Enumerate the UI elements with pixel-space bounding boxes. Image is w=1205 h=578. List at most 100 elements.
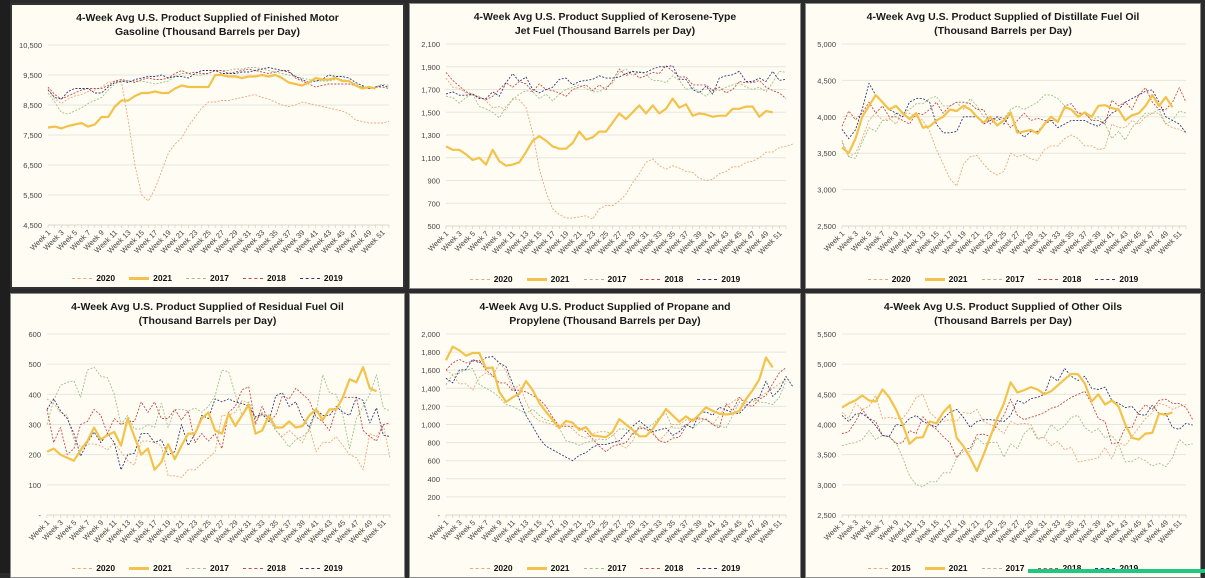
- y-tick-label: 500: [28, 360, 41, 369]
- series-line-2019: [841, 82, 1187, 140]
- legend-swatch: [924, 277, 945, 281]
- window-edge: [0, 0, 10, 573]
- legend-swatch: [583, 567, 604, 569]
- y-tick-label: -: [39, 511, 42, 520]
- y-tick-label: -: [438, 511, 441, 520]
- chart-panel-distillate[interactable]: 4-Week Avg U.S. Product Supplied of Dist…: [805, 3, 1201, 289]
- chart-panel-propane[interactable]: 4-Week Avg U.S. Product Supplied of Prop…: [409, 293, 801, 578]
- chart-panel-gasoline[interactable]: 4-Week Avg U.S. Product Supplied of Fini…: [10, 3, 405, 289]
- y-tick-label: 1,300: [421, 131, 440, 140]
- legend-swatch: [129, 566, 150, 570]
- series-line-2020: [47, 80, 390, 202]
- legend-label: 2018: [266, 563, 286, 573]
- y-tick-label: 300: [28, 421, 41, 430]
- legend-swatch: [72, 277, 93, 279]
- series-line-2018: [445, 65, 787, 101]
- legend-label: 2015: [891, 563, 911, 573]
- legend-item: 2017: [186, 273, 229, 283]
- legend-item: 2020: [867, 274, 911, 284]
- legend-swatch: [697, 567, 718, 569]
- legend-swatch: [469, 278, 490, 280]
- y-tick-label: 1,200: [421, 402, 440, 411]
- legend-swatch: [981, 278, 1002, 280]
- legend-label: 2019: [721, 274, 741, 284]
- y-tick-label: 8,500: [23, 101, 42, 110]
- y-tick-label: 7,500: [23, 131, 42, 140]
- chart-legend: 2020 2021 2017 2018 2019: [11, 563, 404, 573]
- legend-label: 2019: [1119, 563, 1139, 573]
- chart-title: 4-Week Avg U.S. Product Supplied of Prop…: [479, 301, 731, 327]
- legend-swatch: [299, 277, 320, 279]
- series-line-2017: [445, 68, 787, 119]
- legend-label: 2021: [550, 563, 570, 573]
- y-tick-label: 5,500: [817, 330, 836, 339]
- series-line-2018: [46, 386, 391, 456]
- y-tick-label: 800: [427, 439, 440, 448]
- series-line-2017: [841, 414, 1193, 488]
- legend-item: 2021: [526, 563, 570, 573]
- y-tick-label: 4,500: [817, 76, 836, 85]
- y-tick-label: 6,500: [23, 161, 42, 170]
- y-tick-label: 4,500: [817, 390, 836, 399]
- chart-legend: 2020 2021 2017 2018 2019: [12, 273, 403, 283]
- y-tick-label: 5,000: [817, 360, 836, 369]
- legend-swatch: [1038, 278, 1059, 280]
- chart-panel-otheroils[interactable]: 4-Week Avg U.S. Product Supplied of Othe…: [805, 293, 1201, 578]
- y-tick-label: 4,500: [23, 221, 42, 230]
- legend-item: 2017: [583, 274, 626, 284]
- legend-item: 2018: [242, 273, 286, 283]
- legend-item: 2017: [981, 563, 1025, 573]
- notification-bar[interactable]: [1028, 569, 1205, 573]
- legend-item: 2018: [1038, 274, 1081, 284]
- series-line-2021: [46, 366, 377, 471]
- legend-label: 2020: [96, 563, 116, 573]
- y-tick-label: 4,000: [817, 421, 836, 430]
- legend-label: 2019: [721, 563, 741, 573]
- chart-title: 4-Week Avg U.S. Product Supplied of Kero…: [473, 11, 737, 37]
- chart-plot: 4,5005,5006,5007,5008,5009,50010,500Week…: [19, 41, 390, 255]
- legend-label: 2021: [948, 563, 968, 573]
- series-line-2017: [841, 94, 1187, 159]
- series-line-2019: [445, 356, 794, 462]
- legend-label: 2017: [1005, 563, 1025, 573]
- series-line-2020: [46, 398, 391, 478]
- y-tick-label: 1,000: [421, 421, 440, 430]
- chart-plot: 2,5003,0003,5004,0004,5005,0005,500Week …: [817, 330, 1194, 545]
- legend-item: 2019: [697, 563, 740, 573]
- y-tick-label: 200: [28, 451, 41, 460]
- legend-swatch: [129, 276, 150, 280]
- legend-item: 2019: [299, 273, 343, 283]
- chart-panel-residual[interactable]: 4-Week Avg U.S. Product Supplied of Resi…: [10, 293, 405, 578]
- y-tick-label: 500: [427, 222, 440, 231]
- legend-swatch: [186, 277, 207, 279]
- chart-legend: 2020 2021 2017 2018 2019: [410, 563, 800, 573]
- legend-label: 2020: [891, 274, 911, 284]
- y-tick-label: 3,000: [817, 186, 836, 195]
- series-line-2019: [47, 67, 390, 100]
- legend-swatch: [1095, 567, 1116, 569]
- y-tick-label: 900: [427, 177, 440, 186]
- y-tick-label: 3,500: [817, 149, 836, 158]
- legend-label: 2020: [96, 273, 116, 283]
- legend-label: 2017: [1005, 274, 1025, 284]
- y-tick-label: 1,500: [421, 108, 440, 117]
- legend-item: 2019: [1095, 274, 1138, 284]
- legend-label: 2018: [664, 274, 684, 284]
- chart-title: 4-Week Avg U.S. Product Supplied of Dist…: [866, 11, 1140, 37]
- legend-item: 2021: [129, 273, 172, 283]
- series-line-2018: [47, 68, 390, 100]
- legend-swatch: [299, 567, 320, 569]
- y-tick-label: 100: [28, 481, 41, 490]
- legend-swatch: [924, 566, 945, 570]
- y-tick-label: 4,000: [817, 113, 836, 122]
- y-tick-label: 1,900: [421, 63, 440, 72]
- legend-label: 2019: [323, 273, 343, 283]
- chart-panel-jetfuel[interactable]: 4-Week Avg U.S. Product Supplied of Kero…: [409, 3, 801, 289]
- legend-item: 2021: [526, 274, 570, 284]
- legend-item: 2018: [242, 563, 286, 573]
- legend-item: 2021: [924, 563, 968, 573]
- series-line-2017: [46, 366, 391, 450]
- legend-item: 2017: [186, 563, 229, 573]
- series-line-2021: [47, 73, 376, 130]
